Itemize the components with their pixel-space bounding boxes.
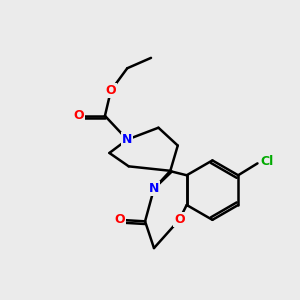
Text: N: N	[149, 182, 159, 195]
Text: Cl: Cl	[260, 155, 274, 168]
Text: N: N	[122, 133, 132, 146]
Text: O: O	[174, 213, 184, 226]
Text: O: O	[115, 213, 125, 226]
Text: O: O	[73, 109, 83, 122]
Text: O: O	[106, 84, 116, 97]
